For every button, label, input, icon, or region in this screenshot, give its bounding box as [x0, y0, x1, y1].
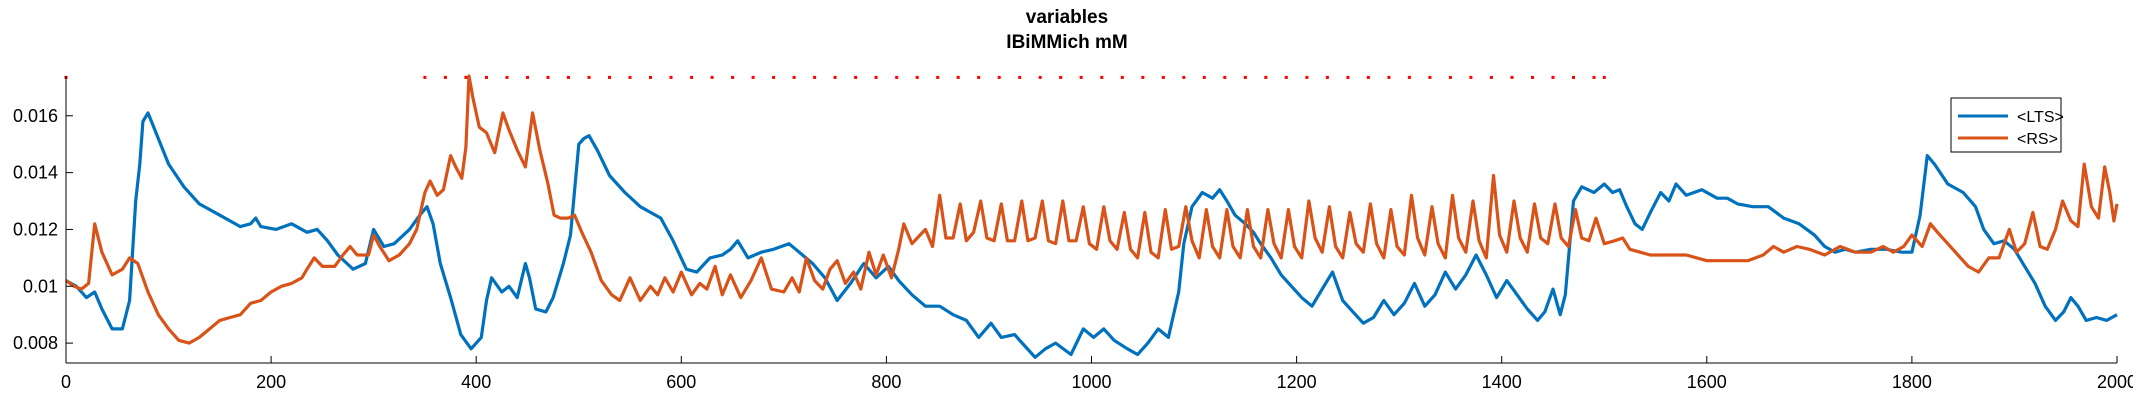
- event-marker: [1572, 75, 1575, 79]
- x-tick-label: 1800: [1892, 372, 1932, 392]
- x-tick-label: 1600: [1687, 372, 1727, 392]
- y-tick-label: 0.014: [13, 163, 58, 183]
- y-tick-label: 0.016: [13, 106, 58, 126]
- event-marker: [1602, 75, 1606, 79]
- x-tick-label: 2000: [2097, 372, 2133, 392]
- x-tick-label: 200: [256, 372, 286, 392]
- event-marker: [1510, 75, 1514, 79]
- event-marker: [1243, 75, 1247, 79]
- event-marker: [1551, 75, 1555, 79]
- x-tick-label: 0: [61, 372, 71, 392]
- x-tick-label: 1200: [1277, 372, 1317, 392]
- event-marker: [1264, 75, 1268, 79]
- event-marker: [1120, 75, 1124, 79]
- event-marker: [1284, 75, 1288, 79]
- event-marker: [977, 75, 981, 79]
- y-tick-label: 0.008: [13, 333, 58, 353]
- axes: [65, 76, 2117, 364]
- legend: <LTS> <RS>: [1950, 97, 2064, 153]
- x-tick-label: 1000: [1071, 372, 1111, 392]
- x-axis-ticks: 0 200 400 600 800 1000 1200 1400 1600 1800 2000: [61, 356, 2133, 392]
- event-marker: [567, 75, 570, 79]
- event-marker: [833, 75, 837, 79]
- x-tick-label: 1400: [1482, 372, 1522, 392]
- event-marker: [1100, 75, 1104, 79]
- event-marker: [690, 75, 694, 79]
- event-marker: [649, 75, 652, 79]
- event-marker: [854, 75, 858, 79]
- event-marker: [772, 75, 776, 79]
- event-marker: [464, 75, 468, 79]
- event-marker: [731, 75, 735, 79]
- event-marker: [608, 75, 611, 79]
- event-marker: [526, 75, 529, 79]
- event-marker: [587, 75, 591, 79]
- y-tick-label: 0.01: [23, 276, 58, 296]
- series-line-rs: [65, 74, 2119, 345]
- event-marker: [423, 75, 427, 79]
- x-tick-label: 600: [666, 372, 696, 392]
- event-marker: [1038, 75, 1042, 79]
- chart-title: variables IBiMMich mM: [1006, 7, 1127, 53]
- event-marker: [1366, 75, 1370, 79]
- event-marker: [628, 75, 632, 79]
- event-marker: [505, 75, 509, 79]
- event-marker: [1059, 75, 1063, 79]
- event-marker: [997, 75, 1001, 79]
- event-marker: [710, 75, 714, 79]
- legend-box: [1950, 97, 2062, 153]
- event-marker: [956, 75, 960, 79]
- event-marker: [1018, 75, 1022, 79]
- x-tick-label: 800: [871, 372, 901, 392]
- series-lines: [65, 74, 2119, 359]
- event-marker: [546, 75, 550, 79]
- event-marker: [874, 75, 878, 79]
- event-markers: [64, 75, 1606, 79]
- event-marker: [1305, 75, 1309, 79]
- event-marker: [1531, 75, 1534, 79]
- event-marker: [1161, 75, 1165, 79]
- event-marker: [1387, 75, 1391, 79]
- event-marker: [792, 75, 796, 79]
- event-marker: [1592, 75, 1596, 79]
- legend-label-rs: <RS>: [2017, 131, 2058, 148]
- event-marker: [813, 75, 817, 79]
- event-marker: [1202, 75, 1206, 79]
- event-marker: [1469, 75, 1473, 79]
- event-marker: [443, 75, 447, 79]
- x-tick-label: 400: [461, 372, 491, 392]
- event-marker: [751, 75, 755, 79]
- event-marker: [1141, 75, 1145, 79]
- event-marker: [1448, 75, 1452, 79]
- event-marker: [1325, 75, 1329, 79]
- event-marker: [895, 75, 899, 79]
- event-marker: [1428, 75, 1432, 79]
- event-marker: [669, 75, 673, 79]
- chart-title-line-2: IBiMMich mM: [1006, 32, 1127, 53]
- event-marker: [485, 75, 488, 79]
- event-marker: [915, 75, 919, 79]
- event-marker: [1223, 75, 1227, 79]
- y-axis-ticks: 0.008 0.01 0.012 0.014 0.016: [13, 106, 73, 353]
- event-marker: [1407, 75, 1411, 79]
- event-marker: [1182, 75, 1186, 79]
- y-tick-label: 0.012: [13, 219, 58, 239]
- event-marker: [1346, 75, 1350, 79]
- legend-label-lts: <LTS>: [2017, 109, 2064, 126]
- event-marker: [1489, 75, 1493, 79]
- chart-title-line-1: variables: [1026, 7, 1108, 28]
- event-marker: [936, 75, 940, 79]
- event-marker: [1079, 75, 1083, 79]
